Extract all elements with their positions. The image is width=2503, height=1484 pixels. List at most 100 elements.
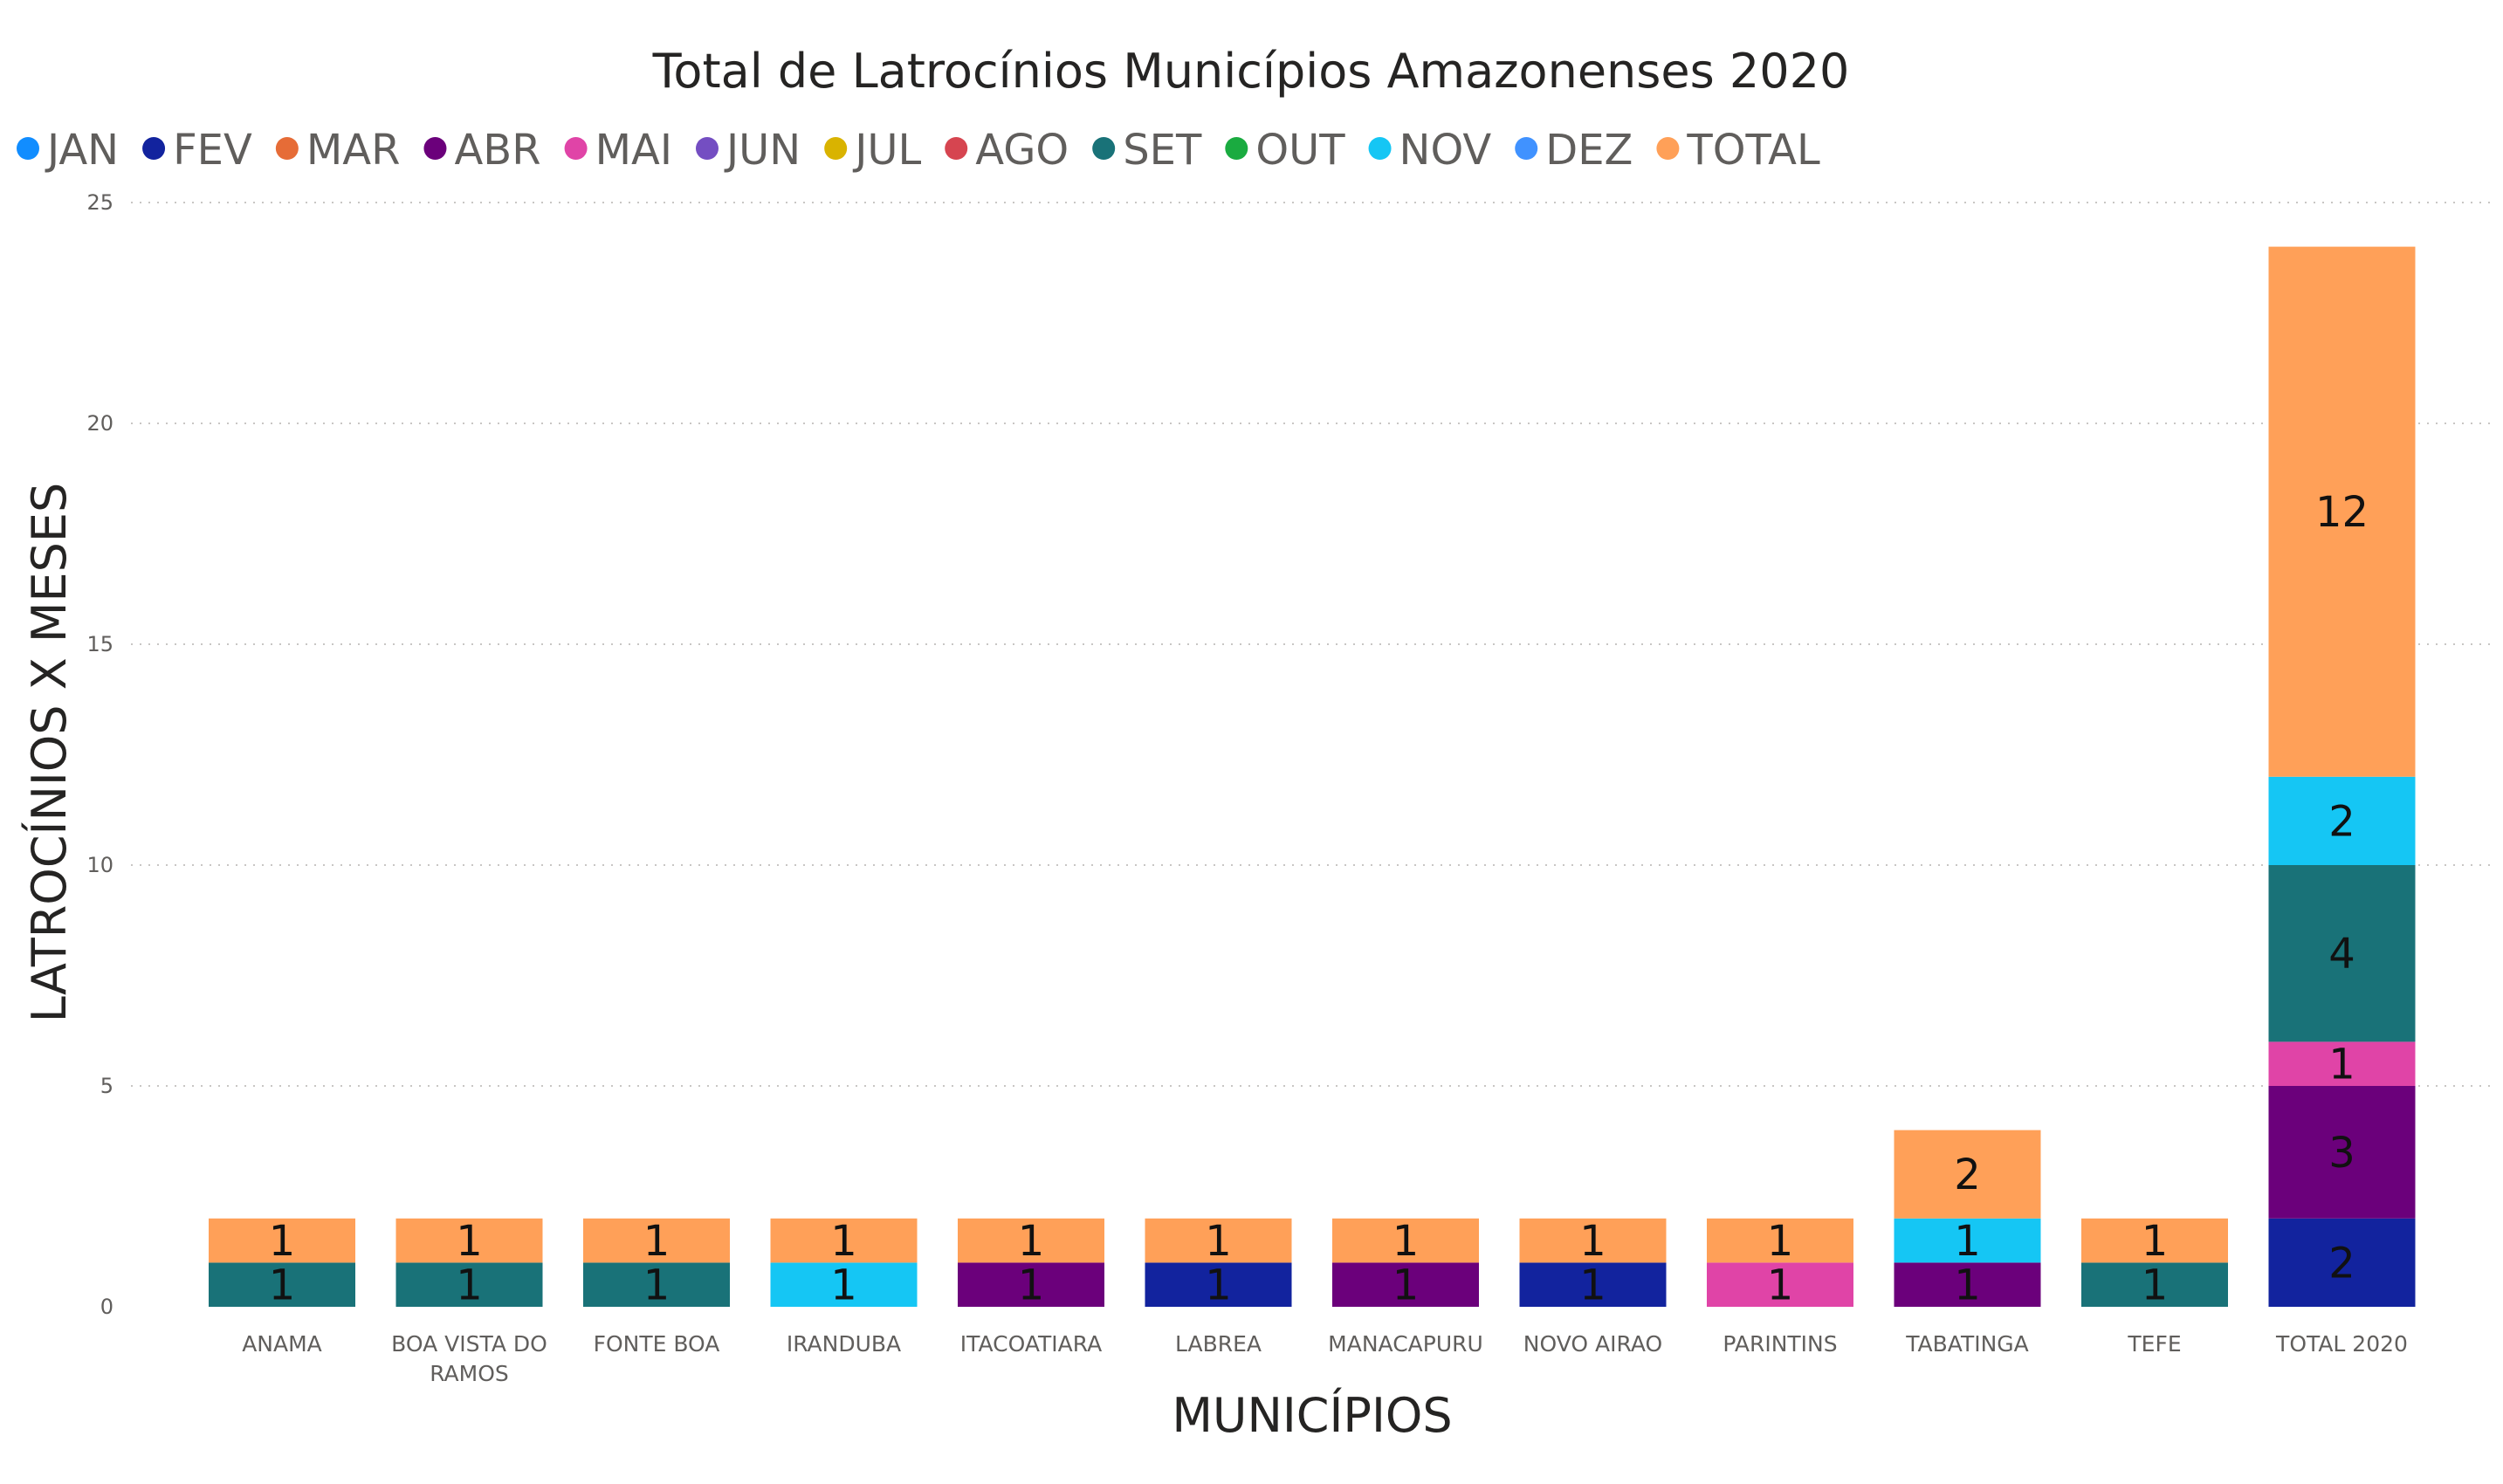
legend-label: MAR	[306, 126, 401, 175]
bar-segment-total[interactable]	[209, 1218, 355, 1263]
data-label: 1	[456, 1217, 483, 1266]
legend-item-mai[interactable]: MAI	[564, 126, 672, 175]
bar-segment-abr[interactable]	[958, 1262, 1104, 1307]
bar-segment-fev[interactable]	[2268, 1218, 2416, 1307]
bar-segment-total[interactable]	[1894, 1130, 2041, 1219]
x-tick-label: FONTE BOA	[594, 1331, 720, 1357]
legend-marker	[1656, 137, 1680, 160]
legend-marker	[142, 137, 166, 160]
data-label: 2	[2328, 1239, 2355, 1288]
data-label: 1	[1205, 1217, 1232, 1266]
bar-stack-total-2020: 2 3 1 4 2 12	[2268, 246, 2416, 1307]
legend-label: JAN	[45, 126, 119, 175]
bar-segment-total[interactable]	[770, 1218, 918, 1263]
x-tick-label: LABREA	[1175, 1331, 1262, 1357]
bar-segment-set[interactable]	[2268, 865, 2416, 1042]
legend-label: SET	[1123, 126, 1202, 175]
bar-segment-mai[interactable]	[1707, 1262, 1853, 1307]
bar-segment-fev[interactable]	[1519, 1262, 1667, 1307]
bar-stack-tabatinga: 11 2	[1894, 1130, 2041, 1310]
bar-segment-nov[interactable]	[2268, 776, 2416, 865]
y-tick-label: 25	[86, 190, 113, 215]
bar-segment-nov[interactable]	[770, 1262, 918, 1307]
data-label: 1	[1767, 1261, 1794, 1310]
legend-label: ABR	[454, 126, 540, 175]
data-label: 1	[1205, 1261, 1232, 1310]
x-tick-label: PARINTINS	[1723, 1331, 1837, 1357]
bar-stack-parintins: 11	[1707, 1217, 1853, 1310]
data-label: 1	[269, 1217, 296, 1266]
legend-marker	[1092, 137, 1116, 160]
bar-stack-fonte-boa: 11	[583, 1217, 730, 1310]
data-label: 1	[1579, 1217, 1606, 1266]
legend: JAN FEV MAR ABR MAI JUN JUL AGO SET OUT NOV DEZ TOTA…	[17, 126, 1820, 175]
bar-segment-abr[interactable]	[1894, 1262, 2041, 1307]
bar-segment-set[interactable]	[395, 1262, 543, 1307]
legend-marker	[423, 137, 447, 160]
data-label: 1	[2142, 1217, 2169, 1266]
bar-segment-total[interactable]	[958, 1218, 1104, 1263]
legend-marker	[824, 137, 848, 160]
bar-segment-nov[interactable]	[1894, 1218, 2041, 1263]
data-label: 1	[2328, 1041, 2355, 1089]
legend-item-set[interactable]: SET	[1092, 126, 1202, 175]
bar-segment-total[interactable]	[2081, 1218, 2228, 1263]
legend-item-dez[interactable]: DEZ	[1515, 126, 1633, 175]
legend-marker	[17, 137, 39, 160]
data-label: 2	[2328, 797, 2355, 846]
y-tick-label: 0	[100, 1295, 113, 1319]
x-tick-label: TOTAL 2020	[2275, 1331, 2408, 1357]
data-label: 1	[1954, 1261, 1981, 1310]
bar-segment-total[interactable]	[1145, 1218, 1292, 1263]
chart-title: Total de Latrocínios Municípios Amazonen…	[652, 44, 1850, 99]
bar-segment-total[interactable]	[1332, 1218, 1479, 1263]
x-tick-label: MANACAPURU	[1328, 1331, 1483, 1357]
bar-stack-labrea: 11	[1145, 1217, 1292, 1310]
data-label: 1	[1018, 1217, 1045, 1266]
legend-item-jul[interactable]: JUL	[824, 126, 921, 175]
bar-segment-total[interactable]	[2268, 246, 2416, 777]
data-label: 4	[2328, 930, 2355, 979]
bar-stack-manacapuru: 11	[1332, 1217, 1479, 1310]
legend-item-jun[interactable]: JUN	[695, 126, 801, 175]
bar-segment-total[interactable]	[1707, 1218, 1853, 1263]
bar-segment-abr[interactable]	[1332, 1262, 1479, 1307]
x-tick-label: BOA VISTA DO	[391, 1331, 547, 1357]
bar-segment-mai[interactable]	[2268, 1041, 2416, 1086]
y-axis: 0 5 10 15 20 25	[86, 190, 113, 1319]
legend-label: OUT	[1255, 126, 1345, 175]
bar-segment-set[interactable]	[209, 1262, 355, 1307]
data-label: 3	[2328, 1129, 2355, 1178]
bar-segment-total[interactable]	[583, 1218, 730, 1263]
x-tick-label: NOVO AIRAO	[1523, 1331, 1662, 1357]
bar-segment-total[interactable]	[395, 1218, 543, 1263]
y-tick-label: 5	[100, 1074, 113, 1098]
data-label: 1	[643, 1217, 670, 1266]
bar-segment-set[interactable]	[583, 1262, 730, 1307]
y-axis-title: LATROCÍNIOS X MESES	[22, 483, 77, 1023]
legend-item-total[interactable]: TOTAL	[1656, 126, 1820, 175]
bar-segment-set[interactable]	[2081, 1262, 2228, 1307]
data-label: 1	[1018, 1261, 1045, 1310]
legend-item-out[interactable]: OUT	[1225, 126, 1345, 175]
data-label: 1	[2142, 1261, 2169, 1310]
bar-segment-fev[interactable]	[1145, 1262, 1292, 1307]
legend-item-fev[interactable]: FEV	[142, 126, 252, 175]
legend-item-mar[interactable]: MAR	[275, 126, 401, 175]
legend-item-nov[interactable]: NOV	[1368, 126, 1492, 175]
legend-item-jan[interactable]: JAN	[17, 126, 119, 175]
legend-item-ago[interactable]: AGO	[945, 126, 1069, 175]
x-tick-label: TEFE	[2127, 1331, 2181, 1357]
data-label: 1	[1579, 1261, 1606, 1310]
legend-label: NOV	[1399, 126, 1492, 175]
legend-marker	[1225, 137, 1248, 160]
legend-label: MAI	[595, 126, 672, 175]
bar-segment-abr[interactable]	[2268, 1086, 2416, 1219]
data-label: 1	[1392, 1217, 1420, 1266]
legend-label: JUL	[852, 126, 921, 175]
legend-label: TOTAL	[1686, 126, 1820, 175]
bar-segment-total[interactable]	[1519, 1218, 1667, 1263]
legend-item-abr[interactable]: ABR	[423, 126, 541, 175]
legend-label: DEZ	[1545, 126, 1633, 175]
legend-label: AGO	[975, 126, 1069, 175]
